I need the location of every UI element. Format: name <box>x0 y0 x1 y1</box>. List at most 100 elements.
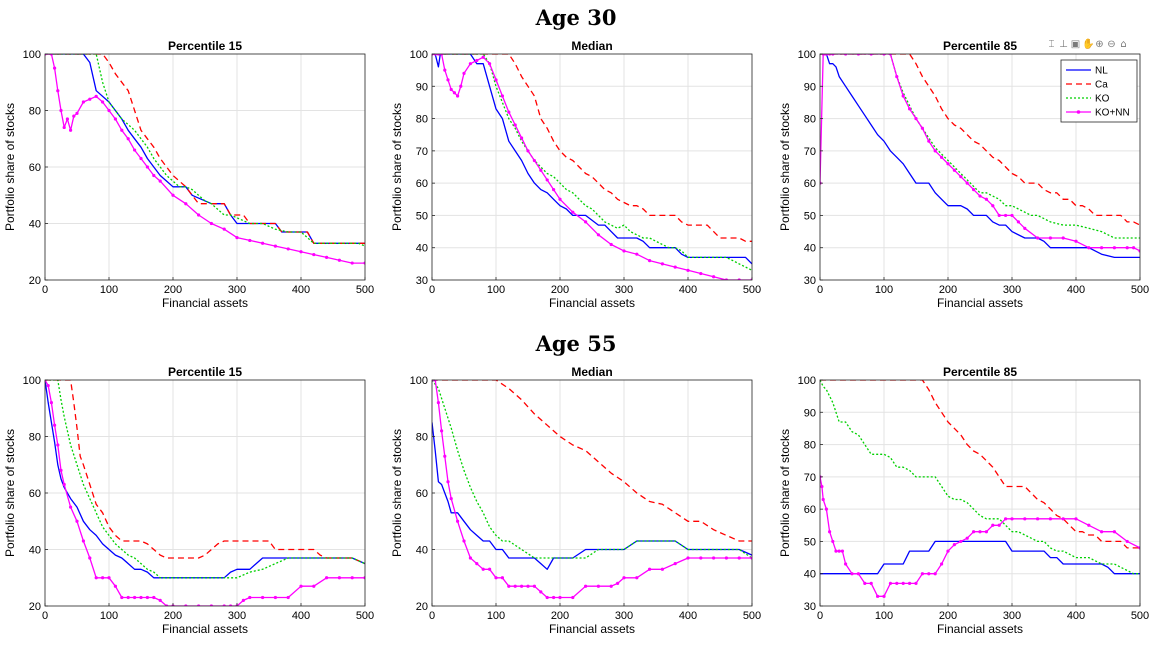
series-point-ko-nn <box>152 173 156 178</box>
series-point-ko-nn <box>500 94 504 98</box>
legend-marker-ko-nn <box>1076 110 1081 114</box>
series-point-ko-nn <box>844 562 848 566</box>
series-point-ko-nn <box>965 181 969 185</box>
chart-panel-1: 0 100 200 300 400 500 20 40 60 80 100 Percentile 15… <box>3 39 374 310</box>
series-point-ko-nn <box>660 567 665 571</box>
series-point-ko-nn <box>821 497 825 502</box>
series-point-ko-nn <box>468 62 472 66</box>
camera-icon[interactable]: ▣ <box>1070 39 1081 50</box>
series-point-ko-nn <box>462 71 466 75</box>
series-point-ko-nn <box>940 155 944 159</box>
series-point-ko-nn <box>1132 246 1136 250</box>
series-point-ko-nn <box>1112 246 1116 250</box>
series-point-ko-nn <box>532 158 537 163</box>
series-point-ko-nn <box>286 247 290 251</box>
series-point-ko-nn <box>59 468 63 472</box>
y-tick-label: 60 <box>29 162 41 174</box>
series-point-ko-nn <box>901 581 905 586</box>
x-axis-label: Financial assets <box>937 622 1023 636</box>
series-point-ko-nn <box>933 149 937 153</box>
series-point-ko-nn <box>449 87 453 92</box>
series-point-ko-nn <box>1048 517 1052 521</box>
series-point-ko-nn <box>440 429 444 433</box>
series-point-ko-nn <box>584 220 588 224</box>
x-tick-label: 0 <box>429 610 435 622</box>
series-point-ko-nn <box>895 75 899 79</box>
series-point-ko-nn <box>1061 236 1065 240</box>
series-point-ko-nn <box>526 149 530 153</box>
datatip-icon[interactable]: ⊥ <box>1059 39 1068 50</box>
series-point-ko-nn <box>53 423 57 427</box>
y-tick-label: 40 <box>29 545 41 557</box>
series-point-ko-nn <box>46 384 50 388</box>
series-point-ko-nn <box>507 110 511 114</box>
series-point-ko-nn <box>596 584 601 588</box>
y-tick-label: 50 <box>416 210 428 222</box>
series-group <box>432 380 752 600</box>
x-tick-label: 100 <box>875 284 893 296</box>
series-point-ko-nn <box>520 136 524 140</box>
series-point-ko-nn <box>75 111 79 115</box>
pan-hand-icon[interactable]: ✋ <box>1082 39 1095 50</box>
series-point-ko-nn <box>75 519 79 523</box>
series-point-ko-nn <box>933 572 937 576</box>
series-point-ko-nn <box>1004 213 1008 218</box>
row-title-age-30: Age 30 <box>535 5 617 30</box>
series-point-ko-nn <box>1048 236 1052 240</box>
x-tick-label: 400 <box>292 284 310 296</box>
x-tick-label: 100 <box>100 610 118 622</box>
series-point-ko-nn <box>991 523 995 527</box>
series-point-ko-nn <box>850 572 854 576</box>
series-point-ko-nn <box>312 252 316 257</box>
series-point-ko-nn <box>62 125 66 130</box>
series-point-ko-nn <box>837 549 841 553</box>
series-point-ko-nn <box>69 128 73 132</box>
series-point-ko-nn <box>673 265 677 269</box>
y-tick-label: 20 <box>29 275 41 287</box>
series-point-ko-nn <box>532 584 537 588</box>
series-point-ko-nn <box>609 242 613 247</box>
series-point-ko-nn <box>901 94 905 98</box>
series-point-ko-nn <box>436 401 440 405</box>
zoom-out-icon[interactable]: ⊖ <box>1107 39 1116 50</box>
series-point-ko-nn <box>1023 226 1027 230</box>
y-tick-label: 80 <box>29 432 41 444</box>
chart-panel-6: 0 100 200 300 400 500 30 40 50 60 70 80 90 100 Percent… <box>778 365 1149 636</box>
brush-icon[interactable]: ⌶ <box>1048 39 1055 50</box>
y-tick-label: 80 <box>416 114 428 126</box>
series-point-ko-nn <box>462 539 466 543</box>
y-tick-label: 100 <box>410 375 428 387</box>
chart-panel-4: 0 100 200 300 400 500 20 40 60 80 100 Percentile 15… <box>3 365 374 636</box>
y-tick-label: 90 <box>416 81 428 93</box>
series-point-ko-nn <box>895 581 899 586</box>
series-point-ko-nn <box>1074 517 1078 521</box>
series-point-ko-nn <box>507 584 511 588</box>
series-point-ko-nn <box>863 581 867 586</box>
series-point-ko-nn <box>337 258 341 262</box>
series-point-ko-nn <box>1087 523 1091 527</box>
x-tick-label: 400 <box>292 610 310 622</box>
zoom-in-icon[interactable]: ⊕ <box>1095 39 1104 50</box>
series-point-ko-nn <box>88 556 92 560</box>
x-tick-label: 300 <box>228 610 246 622</box>
x-tick-label: 0 <box>817 610 823 622</box>
series-point-ko-nn <box>133 595 137 600</box>
y-tick-label: 40 <box>416 243 428 255</box>
series-point-ko-nn <box>914 116 918 121</box>
series-line-ko <box>820 380 1140 575</box>
series-point-ko-nn <box>139 595 143 600</box>
y-tick-label: 100 <box>410 49 428 61</box>
series-point-ko-nn <box>972 530 976 534</box>
series-line-nl <box>432 54 752 265</box>
axes-box <box>431 53 753 281</box>
series-line-ko-nn <box>432 380 752 599</box>
home-icon[interactable]: ⌂ <box>1120 39 1127 50</box>
series-point-ko-nn <box>273 595 277 600</box>
series-point-ko-nn <box>69 505 73 509</box>
y-tick-label: 40 <box>416 545 428 557</box>
row-title-age-55: Age 55 <box>535 331 617 356</box>
series-point-ko-nn <box>635 252 639 256</box>
series-point-ko-nn <box>984 197 989 201</box>
series-point-ko-nn <box>133 148 137 152</box>
